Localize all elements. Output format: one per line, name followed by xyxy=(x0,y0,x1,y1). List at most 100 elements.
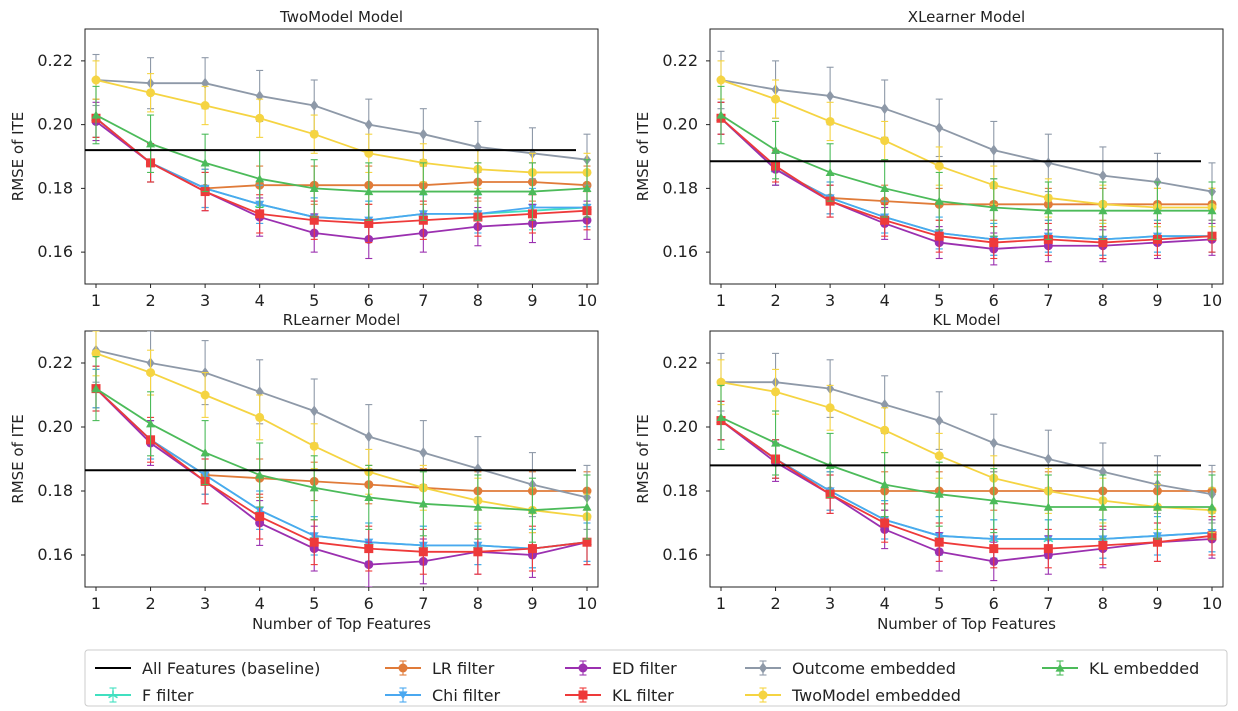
data-point xyxy=(880,425,890,435)
legend-item: Outcome embedded xyxy=(745,659,956,678)
series-line xyxy=(95,349,588,499)
legend-frame xyxy=(84,649,1228,707)
data-point xyxy=(473,187,483,196)
chart-title: RLearner Model xyxy=(283,311,401,329)
x-tick-label: 4 xyxy=(255,594,265,613)
data-point xyxy=(880,518,890,528)
series-layer xyxy=(85,53,592,260)
legend-marker xyxy=(108,690,118,699)
y-tick-label: 0.22 xyxy=(37,51,73,70)
legend-marker xyxy=(1055,663,1065,672)
data-point xyxy=(716,75,726,85)
legend-label: Chi filter xyxy=(432,686,500,705)
data-point xyxy=(1098,502,1108,511)
data-point xyxy=(146,368,156,378)
x-tick-label: 8 xyxy=(1098,291,1108,310)
data-point xyxy=(364,544,374,554)
series-kl-embedded xyxy=(716,384,1217,540)
y-axis-label: RMSE of ITE xyxy=(9,112,27,201)
data-point xyxy=(418,187,428,196)
x-tick-label: 6 xyxy=(364,291,374,310)
legend-label: All Features (baseline) xyxy=(142,659,320,678)
legend-item: ED filter xyxy=(565,659,677,678)
chart-title: KL Model xyxy=(933,311,1001,329)
data-point xyxy=(1207,206,1217,215)
x-tick-label: 1 xyxy=(716,291,726,310)
series-kl-embedded xyxy=(91,85,592,221)
data-point xyxy=(364,119,373,131)
data-point xyxy=(146,139,156,148)
x-axis-label: Number of Top Features xyxy=(252,615,431,633)
data-point xyxy=(1152,502,1162,511)
data-point xyxy=(771,145,781,154)
x-tick-label: 3 xyxy=(200,291,210,310)
series-line xyxy=(95,117,588,225)
data-point xyxy=(989,496,999,505)
data-point xyxy=(473,463,482,475)
y-tick-label: 0.20 xyxy=(662,115,698,134)
x-tick-label: 4 xyxy=(880,291,890,310)
data-point xyxy=(309,537,319,547)
y-tick-label: 0.16 xyxy=(662,242,698,261)
x-tick-label: 8 xyxy=(1098,594,1108,613)
data-point xyxy=(309,441,319,451)
series-line xyxy=(721,381,1213,496)
data-point xyxy=(91,110,101,119)
series-line xyxy=(720,117,1213,250)
data-point xyxy=(200,101,210,110)
data-point xyxy=(255,412,265,422)
data-point xyxy=(255,470,265,479)
data-point xyxy=(419,128,428,140)
data-point xyxy=(527,187,537,196)
series-line xyxy=(95,387,588,512)
legend-label: LR filter xyxy=(432,659,495,678)
legend-marker xyxy=(759,662,767,674)
data-point xyxy=(989,544,999,554)
data-point xyxy=(1152,537,1162,547)
data-point xyxy=(934,231,944,241)
x-tick-label: 10 xyxy=(1202,594,1222,613)
x-tick-label: 9 xyxy=(527,291,537,310)
series-line xyxy=(720,419,1213,540)
data-point xyxy=(934,161,944,171)
y-axis-label: RMSE of ITE xyxy=(9,414,27,503)
chart-panel-4: KL Model 0.16 0.18 0.20 0.22 1 2 3 4 5 6 7 8 9 10 RMSE … xyxy=(634,311,1224,633)
data-point xyxy=(880,215,890,225)
legend-item: F filter xyxy=(95,686,194,705)
x-tick-label: 8 xyxy=(473,291,483,310)
data-point xyxy=(1044,157,1053,169)
series-line xyxy=(720,419,1213,563)
data-point xyxy=(364,187,374,196)
data-point xyxy=(716,377,726,387)
data-point xyxy=(364,218,374,228)
x-tick-label: 6 xyxy=(364,594,374,613)
data-point xyxy=(1043,206,1053,215)
series-line xyxy=(95,387,588,566)
data-point xyxy=(364,492,374,501)
x-tick-label: 8 xyxy=(473,594,483,613)
x-tick-label: 5 xyxy=(934,594,944,613)
data-point xyxy=(309,483,319,492)
y-tick-label: 0.22 xyxy=(662,51,698,70)
legend-marker xyxy=(398,663,408,673)
x-tick-label: 1 xyxy=(716,594,726,613)
series-line xyxy=(95,79,587,174)
data-point xyxy=(309,129,319,139)
data-point xyxy=(880,103,889,115)
legend-item: KL embedded xyxy=(1042,659,1199,678)
series-line xyxy=(720,419,1213,550)
series-layer xyxy=(710,50,1217,266)
data-point xyxy=(934,489,944,498)
data-point xyxy=(935,122,944,134)
data-point xyxy=(309,215,319,225)
data-point xyxy=(473,502,483,511)
y-tick-label: 0.16 xyxy=(37,242,73,261)
data-point xyxy=(310,100,319,111)
y-tick-label: 0.20 xyxy=(37,417,73,436)
x-tick-label: 6 xyxy=(989,291,999,310)
data-point xyxy=(934,537,944,547)
x-tick-label: 10 xyxy=(1202,291,1222,310)
data-point xyxy=(527,544,537,554)
y-tick-label: 0.18 xyxy=(37,178,73,197)
x-tick-label: 9 xyxy=(1152,594,1162,613)
